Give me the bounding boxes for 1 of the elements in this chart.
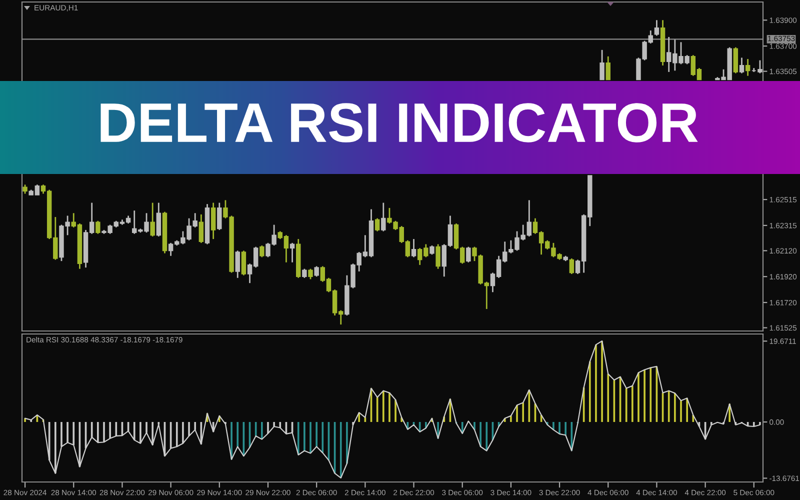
- text: DELTA RSI INDICATOR: [100, 103, 698, 142]
